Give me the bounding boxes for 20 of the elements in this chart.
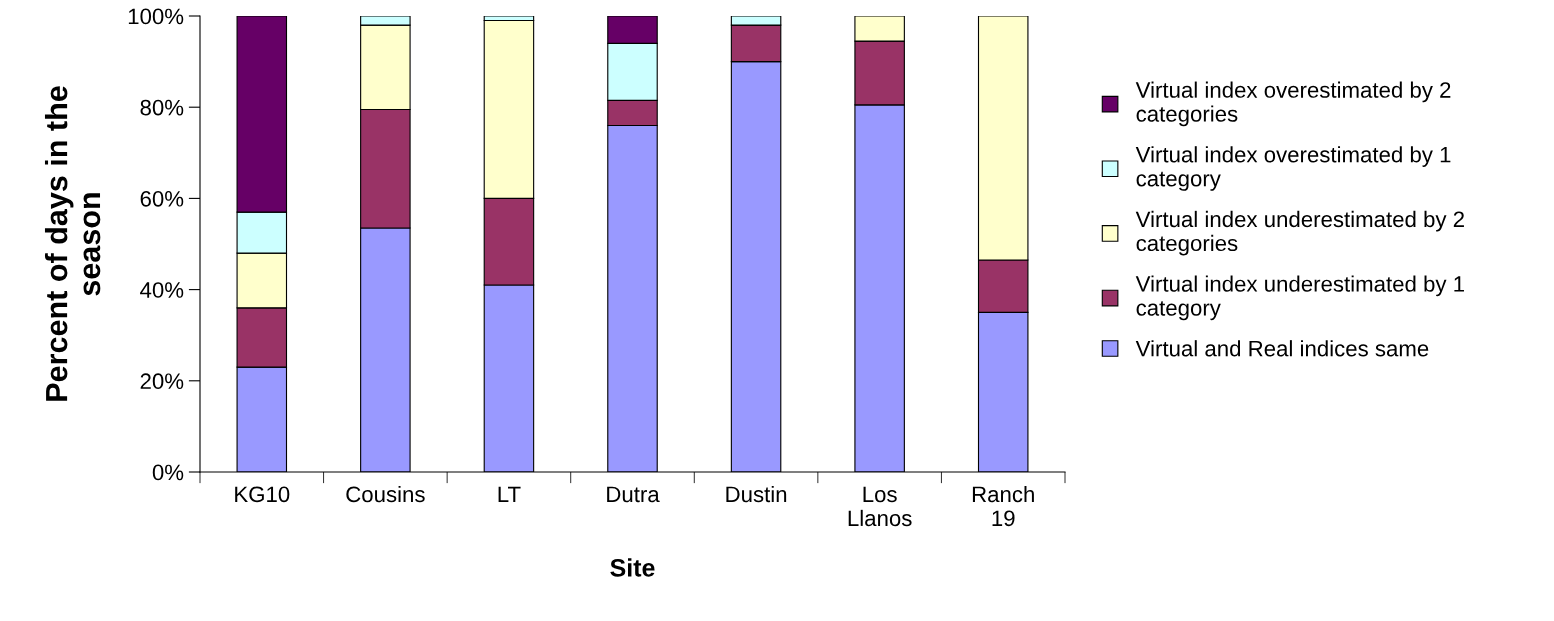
x-axis-title: Site: [610, 558, 655, 577]
legend-label: Virtual and Real indices same: [1135, 340, 1429, 357]
legend-label: Virtual index overestimated by 2 categories: [1135, 81, 1451, 127]
y-tick-label: 80%: [140, 99, 184, 116]
y-tick-label: 40%: [140, 282, 184, 298]
x-tick-label: Los Llanos: [848, 486, 912, 527]
y-tick-label: 20%: [140, 373, 184, 390]
y-tick-label: 60%: [140, 190, 184, 207]
legend-label: Virtual index overestimated by 1 category: [1135, 146, 1451, 191]
x-tick-label: KG10: [235, 486, 290, 503]
x-tick-label: Dustin: [726, 485, 787, 503]
x-tick-label: LT: [498, 486, 521, 502]
legend-label: Virtual index underestimated by 2 categories: [1135, 210, 1464, 256]
x-tick-label: Ranch 19: [972, 485, 1034, 527]
legend-label: Virtual index underestimated by 1 category: [1135, 275, 1464, 321]
y-tick-label: 0%: [152, 464, 184, 481]
x-tick-label: Dutra: [607, 486, 660, 503]
x-tick-label: Cousins: [346, 485, 425, 503]
y-tick-label: 100%: [128, 8, 184, 25]
y-axis-title: Percent of days in the season: [44, 86, 101, 401]
